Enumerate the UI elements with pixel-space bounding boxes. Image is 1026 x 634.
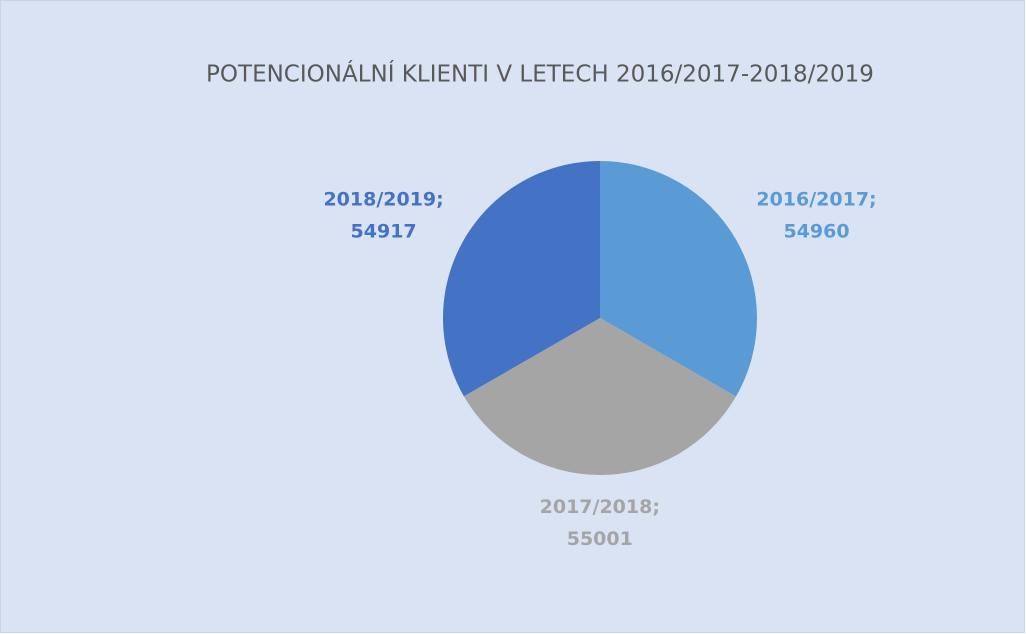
data-label-separator: ;	[652, 495, 660, 517]
data-label-line: 2018/2019;	[323, 188, 443, 210]
data-label-line: 2016/2017;	[756, 188, 876, 210]
data-label: 2017/2018; 55001	[540, 495, 660, 549]
data-label-category: 2018/2019	[323, 188, 436, 210]
data-label-value: 54960	[783, 220, 849, 242]
pie-slice	[600, 161, 757, 397]
pie-slice	[443, 161, 600, 397]
data-label-category: 2017/2018	[540, 495, 653, 517]
data-label-line: 2017/2018;	[540, 495, 660, 517]
chart-title: POTENCIONÁLNÍ KLIENTI V LETECH 2016/2017…	[206, 60, 874, 88]
data-label-value: 55001	[567, 527, 633, 549]
data-label: 2018/2019; 54917	[323, 188, 443, 242]
data-label-value: 54917	[351, 220, 417, 242]
data-label-category: 2016/2017	[756, 188, 869, 210]
data-label: 2016/2017; 54960	[756, 188, 876, 242]
data-label-separator: ;	[869, 188, 877, 210]
pie-slice	[463, 318, 736, 475]
data-label-separator: ;	[436, 188, 444, 210]
